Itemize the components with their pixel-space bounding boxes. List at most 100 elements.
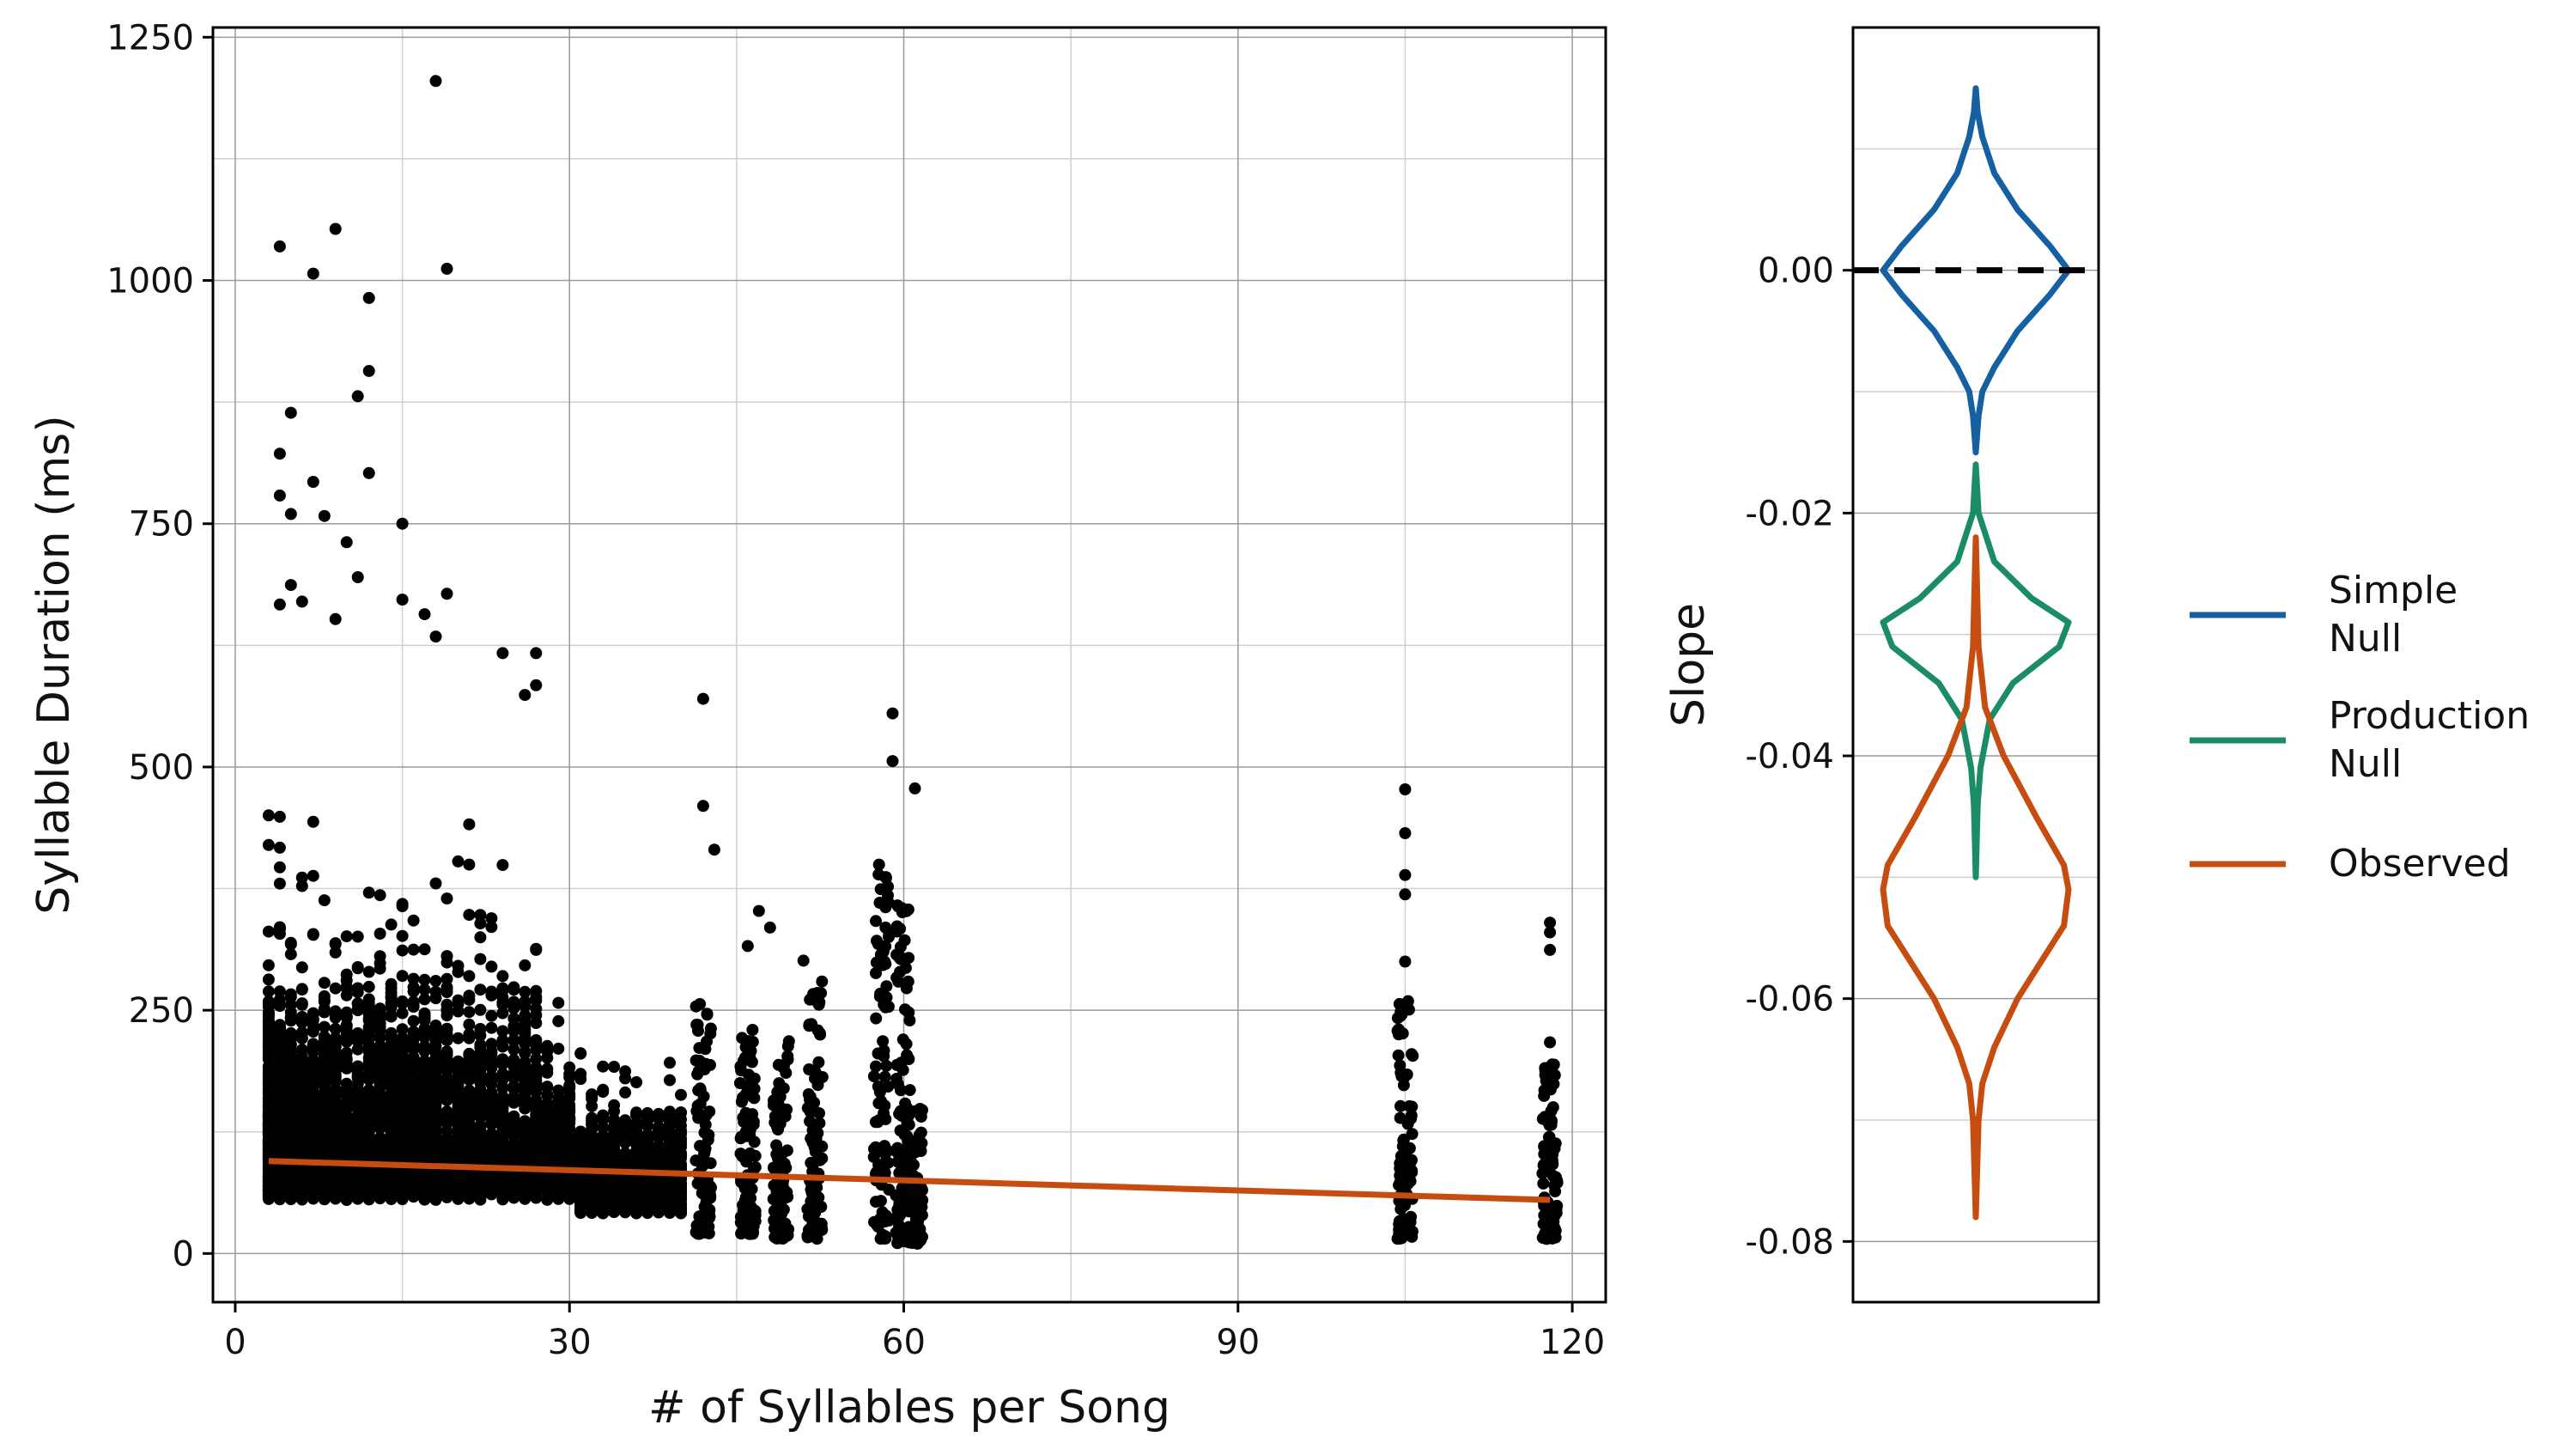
scatter-point: [329, 1132, 342, 1144]
scatter-point: [284, 1011, 297, 1024]
scatter-point: [608, 1173, 621, 1186]
scatter-point: [619, 1184, 632, 1196]
scatter-point: [284, 1038, 297, 1050]
scatter-point: [329, 1058, 342, 1071]
scatter-point: [351, 930, 364, 943]
scatter-point: [440, 1172, 453, 1185]
scatter-point: [880, 1059, 893, 1072]
scatter-point: [318, 1039, 331, 1052]
scatter-point: [902, 1053, 915, 1065]
scatter-point: [877, 1035, 890, 1048]
scatter-point: [307, 1118, 319, 1130]
scatter-point: [452, 1055, 465, 1068]
scatter-point: [619, 1203, 632, 1216]
scatter-point: [474, 1071, 487, 1084]
scatter-point: [284, 1078, 297, 1091]
scatter-point: [873, 1165, 886, 1178]
scatter-point: [463, 1186, 476, 1199]
scatter-point: [329, 1084, 342, 1097]
scatter-point: [541, 1107, 554, 1120]
scatter-point: [808, 1213, 820, 1226]
scatter-point: [769, 1110, 781, 1123]
scatter-point: [374, 1148, 386, 1161]
scatter-point: [418, 1128, 431, 1140]
scatter-point: [898, 934, 911, 947]
scatter-point: [519, 1094, 532, 1106]
scatter-point: [530, 1174, 543, 1187]
scatter-point: [530, 1119, 543, 1132]
scatter-point: [868, 1142, 880, 1155]
scatter-point: [396, 1045, 409, 1058]
scatter-point: [362, 1134, 375, 1147]
scatter-point: [307, 1013, 319, 1026]
scatter-point: [273, 1129, 286, 1142]
scatter-point: [703, 1180, 716, 1192]
scatter-point: [262, 809, 275, 822]
scatter-point: [440, 1187, 453, 1200]
scatter-point: [890, 948, 903, 961]
scatter-point: [318, 894, 331, 907]
scatter-point: [452, 1172, 465, 1184]
scatter-point: [407, 1118, 420, 1131]
scatter-point: [418, 983, 431, 996]
scatter-point: [463, 993, 476, 1006]
scatter-point: [385, 1127, 398, 1140]
scatter-point: [452, 1086, 465, 1099]
scatter-point: [418, 1119, 431, 1132]
scatter-point: [552, 1042, 565, 1055]
scatter-point: [374, 1006, 386, 1019]
scatter-point: [262, 925, 275, 938]
scatter-point: [485, 1137, 498, 1150]
scatter-point: [1406, 1154, 1418, 1166]
scatter-point: [385, 1026, 398, 1039]
scatter-point: [619, 1065, 632, 1078]
scatter-point: [418, 1182, 431, 1195]
scatter-point: [876, 1228, 889, 1241]
scatter-point: [914, 1145, 927, 1157]
scatter-point: [746, 1227, 759, 1240]
scatter-point: [812, 998, 825, 1011]
scatter-point: [692, 1111, 705, 1124]
scatter-point: [748, 1136, 761, 1148]
scatter-point: [396, 1189, 409, 1202]
scatter-point: [318, 1184, 331, 1197]
scatter-point: [329, 1148, 342, 1160]
scatter-point: [890, 1073, 903, 1085]
scatter-point: [340, 1127, 353, 1140]
scatter-point: [474, 1138, 487, 1151]
scatter-point: [641, 1111, 654, 1124]
scatter-point: [809, 1072, 821, 1085]
scatter-point: [552, 1153, 565, 1166]
scatter-point: [694, 1082, 707, 1095]
scatter-point: [519, 1084, 532, 1097]
scatter-point: [273, 1104, 286, 1117]
scatter-point: [329, 1166, 342, 1179]
scatter-point: [608, 1120, 621, 1133]
scatter-point: [362, 1045, 375, 1058]
scatter-point: [733, 1077, 746, 1089]
scatter-point: [507, 1113, 520, 1126]
scatter-point: [340, 1136, 353, 1148]
scatter-point: [307, 1023, 319, 1036]
scatter-point: [619, 1086, 632, 1099]
scatter-point: [563, 1141, 576, 1154]
scatter-point: [374, 889, 386, 902]
scatter-point: [507, 1060, 520, 1073]
scatter-point: [463, 858, 476, 871]
scatter-point: [351, 961, 364, 973]
scatter-point: [552, 1140, 565, 1152]
scatter-point: [385, 1041, 398, 1054]
scatter-point: [530, 1156, 543, 1168]
scatter-point: [418, 1105, 431, 1118]
scatter-point: [704, 1022, 717, 1035]
scatter-point: [485, 1078, 498, 1091]
scatter-point: [407, 1043, 420, 1056]
scatter-point: [374, 1075, 386, 1087]
scatter-point: [362, 1092, 375, 1105]
scatter-point: [351, 1043, 364, 1056]
scatter-point: [664, 1193, 676, 1206]
scatter-point: [340, 1026, 353, 1039]
scatter-point: [452, 994, 465, 1007]
scatter-point: [519, 1047, 532, 1060]
scatter-point: [418, 1010, 431, 1023]
